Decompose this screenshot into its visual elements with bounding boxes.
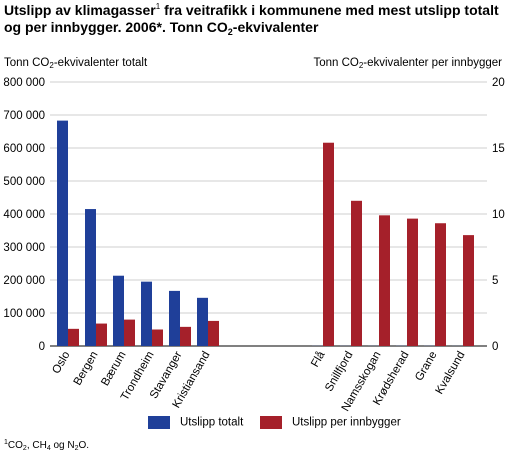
bar-utslipp-totalt <box>113 275 124 346</box>
bar-utslipp-per-innbygger <box>407 218 418 346</box>
bar-utslipp-per-innbygger <box>463 235 474 346</box>
y-left-tick-label: 400 000 <box>3 209 45 221</box>
bar-utslipp-per-innbygger <box>68 328 79 346</box>
x-tick-label: Oslo <box>50 350 72 376</box>
bar-utslipp-per-innbygger <box>96 323 107 346</box>
y-left-tick-label: 0 <box>39 341 45 353</box>
legend-item-per-innbygger: Utslipp per innbygger <box>260 416 401 430</box>
chart-title: Utslipp av klimagasser1 fra veitrafikk i… <box>4 2 499 37</box>
y-right-tick-label: 15 <box>492 143 505 155</box>
x-tick-label: Bergen <box>72 350 101 388</box>
y-right-tick-label: 10 <box>492 209 505 221</box>
legend-item-totalt: Utslipp totalt <box>148 416 243 430</box>
x-tick-label: Grane <box>413 350 439 384</box>
y-left-tick-label: 100 000 <box>3 308 45 320</box>
bar-utslipp-per-innbygger <box>152 329 163 346</box>
bar-utslipp-per-innbygger <box>180 326 191 346</box>
y-left-tick-label: 700 000 <box>3 110 45 122</box>
legend-swatch-per-innbygger <box>260 416 282 429</box>
x-tick-label: Bærum <box>99 350 128 389</box>
y-left-tick-label: 800 000 <box>3 77 45 89</box>
legend-label-per-innbygger: Utslipp per innbygger <box>292 416 401 429</box>
y-right-tick-label: 20 <box>492 77 505 89</box>
footnote: 1CO2, CH4 og N2O. <box>4 439 90 452</box>
bar-utslipp-per-innbygger <box>435 223 446 346</box>
bar-utslipp-per-innbygger <box>351 200 362 346</box>
bar-utslipp-per-innbygger <box>323 142 334 346</box>
y-left-tick-label: 500 000 <box>3 176 45 188</box>
bar-utslipp-per-innbygger <box>208 320 219 346</box>
legend-label-totalt: Utslipp totalt <box>180 416 244 429</box>
y-left-tick-label: 600 000 <box>3 143 45 155</box>
bar-utslipp-totalt <box>197 297 208 346</box>
bar-utslipp-totalt <box>169 290 180 346</box>
bar-utslipp-totalt <box>85 209 96 346</box>
bar-utslipp-per-innbygger <box>124 319 135 346</box>
y-axis-right-title: Tonn CO2-ekvivalenter per innbygger <box>313 57 502 70</box>
bar-utslipp-per-innbygger <box>379 215 390 346</box>
legend-swatch-totalt <box>148 416 170 429</box>
x-tick-label: Flå <box>309 349 328 369</box>
bar-utslipp-totalt <box>141 281 152 346</box>
y-right-tick-label: 0 <box>492 341 498 353</box>
y-right-tick-label: 5 <box>492 275 498 287</box>
y-left-tick-label: 200 000 <box>3 275 45 287</box>
bar-utslipp-totalt <box>57 120 68 346</box>
y-axis-left-title: Tonn CO2-ekvivalenter totalt <box>4 57 148 70</box>
y-left-tick-label: 300 000 <box>3 242 45 254</box>
